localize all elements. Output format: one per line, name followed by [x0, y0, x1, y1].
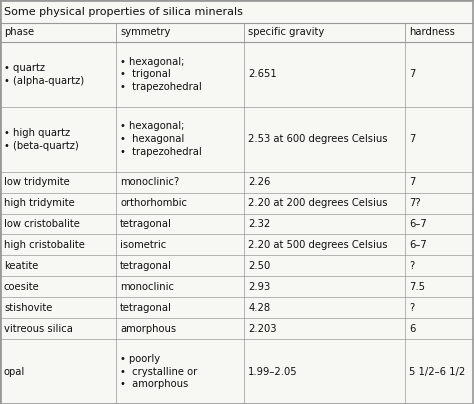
Bar [116, 193, 244, 213]
Text: • hexagonal;
•  trigonal
•  trapezohedral: • hexagonal; • trigonal • trapezohedral [120, 57, 202, 92]
Bar [0, 193, 116, 213]
Bar [244, 172, 405, 193]
Text: 2.50: 2.50 [248, 261, 270, 271]
Bar [244, 23, 405, 42]
Bar [405, 23, 474, 42]
Text: 7: 7 [409, 134, 416, 144]
Bar [0, 23, 116, 42]
Bar [244, 276, 405, 297]
Text: phase: phase [4, 27, 34, 38]
Text: 4.28: 4.28 [248, 303, 270, 313]
Text: 6: 6 [409, 324, 416, 334]
Bar [244, 339, 405, 404]
Bar [116, 42, 244, 107]
Bar [116, 276, 244, 297]
Text: low cristobalite: low cristobalite [4, 219, 80, 229]
Text: 7: 7 [409, 69, 416, 79]
Text: stishovite: stishovite [4, 303, 52, 313]
Text: 2.20 at 500 degrees Celsius: 2.20 at 500 degrees Celsius [248, 240, 388, 250]
Bar [0, 42, 116, 107]
Bar [0, 0, 474, 23]
Text: tetragonal: tetragonal [120, 303, 172, 313]
Text: 2.26: 2.26 [248, 177, 271, 187]
Text: monoclinic?: monoclinic? [120, 177, 179, 187]
Bar [116, 255, 244, 276]
Bar [244, 42, 405, 107]
Bar [116, 297, 244, 318]
Bar [116, 339, 244, 404]
Bar [0, 213, 116, 234]
Text: 2.32: 2.32 [248, 219, 270, 229]
Bar [405, 276, 474, 297]
Text: monoclinic: monoclinic [120, 282, 174, 292]
Text: 6–7: 6–7 [409, 240, 427, 250]
Text: 1.99–2.05: 1.99–2.05 [248, 366, 298, 377]
Bar [0, 297, 116, 318]
Bar [405, 255, 474, 276]
Text: tetragonal: tetragonal [120, 219, 172, 229]
Text: 5 1/2–6 1/2: 5 1/2–6 1/2 [409, 366, 465, 377]
Text: coesite: coesite [4, 282, 40, 292]
Text: 2.20 at 200 degrees Celsius: 2.20 at 200 degrees Celsius [248, 198, 388, 208]
Bar [0, 234, 116, 255]
Bar [405, 339, 474, 404]
Text: 2.651: 2.651 [248, 69, 277, 79]
Text: low tridymite: low tridymite [4, 177, 70, 187]
Bar [244, 107, 405, 172]
Bar [116, 213, 244, 234]
Bar [116, 234, 244, 255]
Bar [0, 318, 116, 339]
Text: isometric: isometric [120, 240, 166, 250]
Bar [244, 255, 405, 276]
Bar [405, 42, 474, 107]
Bar [0, 172, 116, 193]
Text: orthorhombic: orthorhombic [120, 198, 187, 208]
Text: vitreous silica: vitreous silica [4, 324, 73, 334]
Bar [405, 213, 474, 234]
Bar [0, 339, 116, 404]
Text: 2.93: 2.93 [248, 282, 270, 292]
Bar [0, 276, 116, 297]
Bar [244, 213, 405, 234]
Text: high cristobalite: high cristobalite [4, 240, 85, 250]
Text: • high quartz
• (beta-quartz): • high quartz • (beta-quartz) [4, 128, 79, 151]
Bar [116, 107, 244, 172]
Bar [244, 193, 405, 213]
Text: 6–7: 6–7 [409, 219, 427, 229]
Bar [244, 297, 405, 318]
Text: specific gravity: specific gravity [248, 27, 324, 38]
Text: 2.53 at 600 degrees Celsius: 2.53 at 600 degrees Celsius [248, 134, 388, 144]
Bar [405, 193, 474, 213]
Text: ?: ? [409, 261, 415, 271]
Text: opal: opal [4, 366, 25, 377]
Text: 7.5: 7.5 [409, 282, 425, 292]
Bar [244, 318, 405, 339]
Text: ?: ? [409, 303, 415, 313]
Bar [116, 318, 244, 339]
Text: • hexagonal;
•  hexagonal
•  trapezohedral: • hexagonal; • hexagonal • trapezohedral [120, 122, 202, 157]
Text: • quartz
• (alpha-quartz): • quartz • (alpha-quartz) [4, 63, 84, 86]
Text: Some physical properties of silica minerals: Some physical properties of silica miner… [4, 6, 243, 17]
Bar [405, 107, 474, 172]
Text: hardness: hardness [409, 27, 455, 38]
Text: symmetry: symmetry [120, 27, 171, 38]
Bar [0, 255, 116, 276]
Bar [405, 172, 474, 193]
Text: tetragonal: tetragonal [120, 261, 172, 271]
Text: 2.203: 2.203 [248, 324, 277, 334]
Bar [405, 318, 474, 339]
Text: keatite: keatite [4, 261, 38, 271]
Text: 7: 7 [409, 177, 416, 187]
Text: amorphous: amorphous [120, 324, 176, 334]
Bar [405, 234, 474, 255]
Bar [116, 23, 244, 42]
Bar [244, 234, 405, 255]
Bar [0, 107, 116, 172]
Text: • poorly
•  crystalline or
•  amorphous: • poorly • crystalline or • amorphous [120, 354, 197, 389]
Text: 7?: 7? [409, 198, 421, 208]
Text: high tridymite: high tridymite [4, 198, 75, 208]
Bar [405, 297, 474, 318]
Bar [116, 172, 244, 193]
